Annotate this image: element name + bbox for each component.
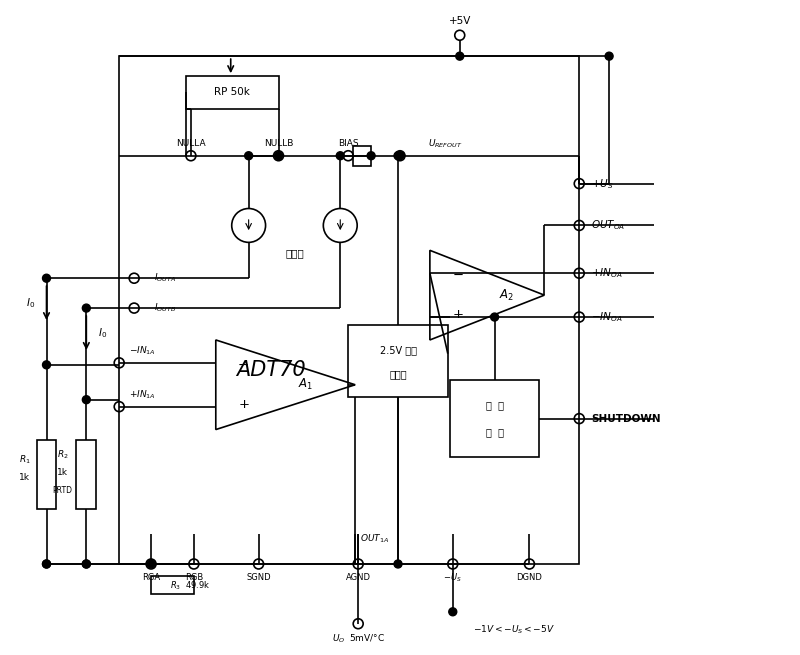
Text: 关  断: 关 断 — [486, 400, 503, 411]
Text: $R_1$: $R_1$ — [18, 453, 30, 466]
Text: $+U_S$: $+U_S$ — [591, 177, 614, 191]
Bar — [353, 146, 371, 166]
Text: 电  路: 电 路 — [486, 428, 503, 438]
Circle shape — [367, 152, 375, 160]
Text: $I_0$: $I_0$ — [98, 326, 107, 340]
Text: BIAS: BIAS — [338, 140, 358, 148]
Text: $-IN_{OA}$: $-IN_{OA}$ — [591, 310, 623, 324]
Bar — [119, 56, 579, 564]
Text: NULLB: NULLB — [264, 140, 294, 148]
Text: ADT70: ADT70 — [236, 360, 306, 380]
Text: +: + — [452, 309, 463, 322]
Circle shape — [456, 52, 464, 60]
Circle shape — [394, 152, 402, 160]
Circle shape — [82, 304, 90, 312]
Text: RP 50k: RP 50k — [214, 87, 250, 97]
Circle shape — [42, 560, 50, 568]
Text: $I_{OUTA}$: $I_{OUTA}$ — [154, 272, 176, 284]
Text: RGA: RGA — [142, 573, 160, 582]
Text: $-IN_{1A}$: $-IN_{1A}$ — [129, 345, 156, 357]
Text: $+IN_{OA}$: $+IN_{OA}$ — [591, 267, 623, 280]
Circle shape — [490, 313, 498, 321]
Circle shape — [82, 560, 90, 568]
Text: $OUT_{1A}$: $OUT_{1A}$ — [360, 533, 390, 546]
Text: $-U_S$: $-U_S$ — [443, 572, 462, 584]
Text: $A_2$: $A_2$ — [499, 288, 514, 303]
Text: 1k: 1k — [19, 473, 30, 482]
Text: $R_3$  49.9k: $R_3$ 49.9k — [170, 580, 210, 592]
Text: 2.5V 基准: 2.5V 基准 — [379, 345, 417, 355]
Circle shape — [449, 608, 457, 616]
Bar — [151, 576, 194, 594]
Text: 电流源: 电流源 — [285, 248, 304, 258]
Text: AGND: AGND — [346, 573, 370, 582]
Text: RGB: RGB — [185, 573, 203, 582]
Text: $U_{REFOUT}$: $U_{REFOUT}$ — [427, 138, 462, 150]
Text: $U_O$  5mV/°C: $U_O$ 5mV/°C — [332, 633, 385, 645]
Circle shape — [336, 152, 344, 160]
Circle shape — [42, 274, 50, 282]
Text: −: − — [238, 358, 250, 371]
Text: $A_1$: $A_1$ — [298, 377, 313, 392]
Circle shape — [147, 560, 155, 568]
Text: $OUT_{OA}$: $OUT_{OA}$ — [591, 219, 626, 233]
Text: +: + — [238, 398, 249, 411]
Text: 1k: 1k — [57, 468, 68, 477]
Circle shape — [274, 152, 282, 160]
Text: −: − — [452, 269, 463, 282]
Circle shape — [394, 560, 402, 568]
Text: $R_2$: $R_2$ — [57, 448, 68, 460]
Bar — [348, 325, 448, 397]
Bar — [37, 440, 57, 509]
Circle shape — [82, 396, 90, 403]
Circle shape — [245, 152, 253, 160]
Text: NULLA: NULLA — [176, 140, 206, 148]
Bar — [450, 380, 539, 457]
Circle shape — [605, 52, 613, 60]
Text: $-1V<-U_S<-5V$: $-1V<-U_S<-5V$ — [473, 624, 554, 636]
Circle shape — [82, 560, 90, 568]
Circle shape — [42, 361, 50, 369]
Text: $+IN_{1A}$: $+IN_{1A}$ — [129, 388, 156, 401]
Text: DGND: DGND — [517, 573, 542, 582]
Bar — [186, 76, 278, 109]
Text: PRTD: PRTD — [53, 486, 73, 495]
Text: $I_0$: $I_0$ — [26, 296, 35, 310]
Text: $I_{OUTB}$: $I_{OUTB}$ — [154, 302, 176, 314]
Text: 电压源: 电压源 — [389, 369, 407, 379]
Text: SGND: SGND — [246, 573, 271, 582]
Text: SHUTDOWN: SHUTDOWN — [591, 413, 661, 424]
Circle shape — [42, 560, 50, 568]
Circle shape — [396, 152, 404, 160]
Bar — [76, 440, 96, 509]
Text: +5V: +5V — [449, 16, 471, 26]
